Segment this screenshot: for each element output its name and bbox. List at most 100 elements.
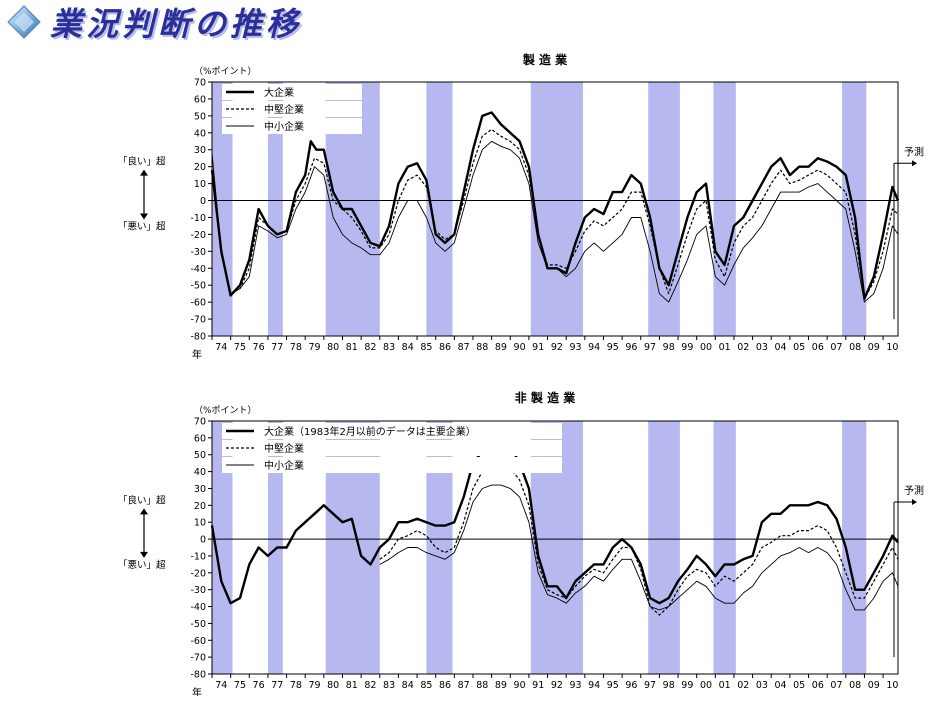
recession-band <box>267 421 283 674</box>
forecast-arrow-icon <box>912 160 917 167</box>
year-label: 年 <box>192 686 202 696</box>
recession-band <box>212 421 233 674</box>
x-tick-label: 99 <box>681 680 693 691</box>
legend-bg <box>222 101 362 117</box>
x-tick-label: 87 <box>458 342 470 353</box>
x-tick-label: 77 <box>271 342 283 353</box>
legend-bg <box>222 423 562 439</box>
x-tick-label: 91 <box>532 342 544 353</box>
x-tick-label: 95 <box>607 680 619 691</box>
x-tick-label: 87 <box>458 680 470 691</box>
non-manufacturing-chart: 非 製 造 業 70 60 50 40 30 20 10 0 -10 -20 -30 -40 -50 -60… <box>118 390 924 696</box>
y-tick-label: -70 <box>190 315 206 326</box>
forecast-arrow-icon <box>912 498 917 505</box>
x-tick-label: 05 <box>793 342 805 353</box>
x-tick-label: 79 <box>308 680 320 691</box>
x-tick-label: 00 <box>700 680 712 691</box>
x-tick-label: 05 <box>793 680 805 691</box>
legend-bg <box>222 440 562 456</box>
y-tick-label: -80 <box>190 332 206 343</box>
forecast-label: 予測 <box>904 145 924 158</box>
legend-bg <box>222 84 362 100</box>
y-tick-label: -60 <box>190 636 206 647</box>
y-tick-label: 40 <box>194 128 206 139</box>
x-tick-label: 01 <box>719 680 731 691</box>
x-tick-label: 89 <box>495 680 507 691</box>
x-tick-label: 99 <box>681 342 693 353</box>
x-tick-label: 97 <box>644 342 656 353</box>
x-tick-label: 82 <box>364 342 376 353</box>
x-tick-label: 74 <box>215 680 227 691</box>
x-tick-label: 98 <box>663 680 675 691</box>
x-tick-label: 75 <box>234 342 246 353</box>
series-line-thin <box>211 140 899 303</box>
plot-frame <box>211 81 899 337</box>
legend-label: 中小企業 <box>264 459 304 472</box>
y-tick-label: -20 <box>190 230 206 241</box>
legend-bg <box>222 457 562 473</box>
good-label: 「良い」超 <box>118 494 166 506</box>
x-tick-label: 85 <box>420 342 432 353</box>
x-tick-label: 06 <box>812 680 824 691</box>
x-tick-label: 86 <box>439 680 451 691</box>
y-tick-label: 0 <box>200 196 206 207</box>
y-tick-label: -10 <box>190 551 206 562</box>
y-tick-label: -80 <box>190 670 206 681</box>
x-tick-label: 01 <box>719 342 731 353</box>
x-tick-label: 86 <box>439 342 451 353</box>
y-tick-label: -70 <box>190 653 206 664</box>
series-line-thin <box>379 484 899 611</box>
y-tick-label: -50 <box>190 281 206 292</box>
y-tick-label: 10 <box>194 179 206 190</box>
y-tick-label: 20 <box>194 501 206 512</box>
x-tick-label: 92 <box>551 680 563 691</box>
x-tick-label: 90 <box>514 342 526 353</box>
y-tick-label: -10 <box>190 213 206 224</box>
y-tick-label: 40 <box>194 467 206 478</box>
year-label: 年 <box>192 348 202 361</box>
x-tick-label: 98 <box>663 342 675 353</box>
chart-title: 製 造 業 <box>522 52 568 67</box>
diamond-icon <box>7 5 41 39</box>
x-tick-label: 76 <box>253 680 265 691</box>
y-tick-label: -40 <box>190 264 206 275</box>
legend-label: 中堅企業 <box>264 442 304 455</box>
x-tick-label: 77 <box>271 680 283 691</box>
x-tick-label: 80 <box>327 680 339 691</box>
series-line-dashed <box>379 467 899 616</box>
good-label: 「良い」超 <box>118 156 166 168</box>
x-tick-label: 79 <box>308 342 320 353</box>
y-tick-label: 70 <box>194 417 206 428</box>
down-arrow-icon <box>140 551 148 558</box>
x-tick-label: 75 <box>234 680 246 691</box>
x-tick-label: 84 <box>402 680 414 691</box>
x-tick-label: 93 <box>569 342 581 353</box>
x-tick-label: 84 <box>402 342 414 353</box>
y-tick-label: -30 <box>190 585 206 596</box>
y-tick-label: -40 <box>190 602 206 613</box>
x-tick-label: 83 <box>383 342 395 353</box>
recession-band <box>267 82 283 336</box>
bad-label: 「悪い」超 <box>118 220 166 232</box>
x-tick-label: 78 <box>290 680 302 691</box>
y-tick-label: -30 <box>190 247 206 258</box>
x-tick-label: 96 <box>625 680 637 691</box>
recession-band <box>648 82 680 336</box>
bad-label: 「悪い」超 <box>118 559 166 571</box>
y-tick-label: -50 <box>190 619 206 630</box>
y-tick-label: 50 <box>194 450 206 461</box>
x-tick-label: 02 <box>737 342 749 353</box>
x-tick-label: 80 <box>327 342 339 353</box>
manufacturing-chart: 製 造 業 70 60 50 40 30 20 10 0 -10 -20 -30 -40 -50 -60 -7… <box>118 52 924 361</box>
y-tick-label: -20 <box>190 568 206 579</box>
x-tick-label: 91 <box>532 680 544 691</box>
x-tick-label: 00 <box>700 342 712 353</box>
recession-band <box>212 82 233 336</box>
legend-label: 中小企業 <box>264 120 304 133</box>
up-arrow-icon <box>140 169 148 176</box>
x-tick-label: 88 <box>476 342 488 353</box>
x-tick-label: 85 <box>420 680 432 691</box>
x-tick-label: 09 <box>868 342 880 353</box>
recession-band <box>713 421 736 674</box>
x-tick-label: 04 <box>775 680 787 691</box>
